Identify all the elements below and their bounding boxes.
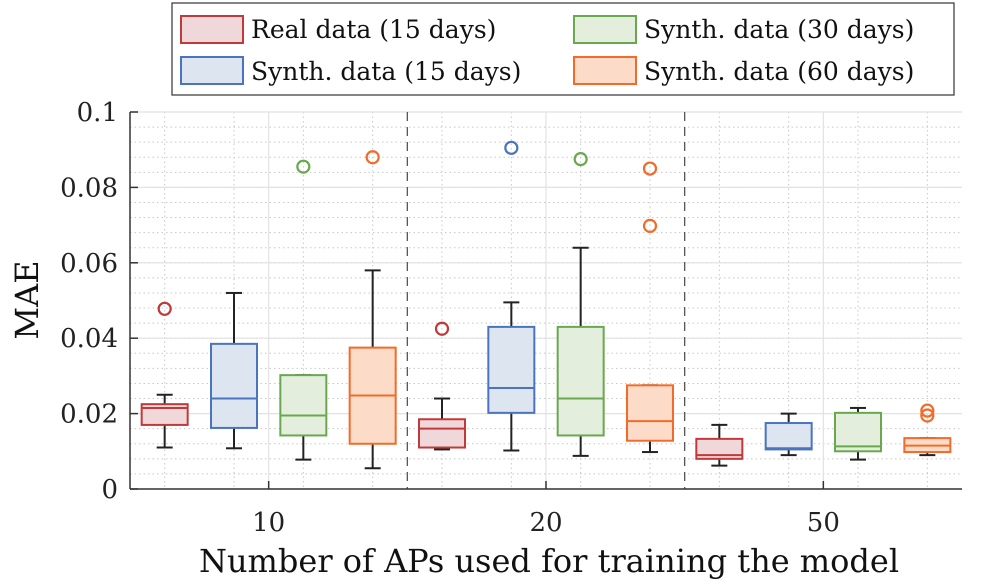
box-synth-data-60-days--50 — [903, 403, 952, 457]
iqr-box — [626, 384, 674, 442]
box-real-data-15-days--50 — [695, 423, 744, 467]
outlier-point — [642, 161, 658, 176]
box-real-data-15-days--10 — [140, 301, 189, 449]
y-tick-label: 0.02 — [60, 400, 118, 430]
outlier-point — [920, 408, 935, 423]
x-axis-label: Number of APs used for training the mode… — [199, 542, 899, 580]
iqr-box — [487, 325, 536, 414]
iqr-box — [140, 403, 189, 426]
outlier-point — [504, 140, 519, 155]
legend-label-real-15: Real data (15 days) — [251, 15, 496, 44]
legend: Real data (15 days) Synth. data (15 days… — [171, 2, 955, 96]
outlier-point — [920, 403, 935, 418]
legend-label-synth-60: Synth. data (60 days) — [644, 57, 914, 86]
y-tick-label: 0.08 — [60, 173, 118, 203]
outlier-point — [434, 321, 450, 336]
iqr-box — [556, 325, 605, 437]
box-synth-data-15-days--10 — [210, 291, 258, 450]
y-axis-label: MAE — [8, 260, 46, 339]
x-tick-label: 50 — [807, 508, 840, 538]
group-separators — [406, 112, 686, 489]
y-tick-label: 0.1 — [77, 98, 118, 128]
iqr-box — [695, 437, 744, 460]
box-synth-data-30-days--20 — [556, 152, 605, 457]
axes: 0 0.02 0.04 0.06 0.08 0.1 10 20 50 — [60, 98, 962, 538]
iqr-box — [279, 374, 328, 437]
legend-swatch-synth-60 — [573, 56, 637, 85]
outlier-point — [296, 159, 311, 174]
outlier-point — [365, 150, 380, 165]
x-tick-label: 20 — [529, 508, 562, 538]
iqr-box — [834, 411, 882, 453]
box-synth-data-15-days--20 — [487, 140, 536, 452]
iqr-box — [418, 418, 466, 449]
outlier-point — [573, 152, 588, 167]
iqr-box — [764, 422, 813, 451]
outlier-point — [642, 218, 658, 233]
legend-swatch-real-15 — [180, 15, 244, 44]
box-real-data-15-days--20 — [418, 321, 466, 451]
legend-swatch-synth-30 — [573, 15, 637, 44]
grid — [130, 111, 962, 490]
y-tick-label: 0.06 — [60, 249, 118, 279]
y-tick-label: 0 — [101, 475, 118, 505]
box-synth-data-30-days--10 — [279, 159, 328, 461]
boxes — [140, 140, 952, 470]
box-synth-data-30-days--50 — [834, 406, 882, 461]
iqr-box — [210, 342, 258, 429]
x-tick-label: 10 — [252, 508, 285, 538]
box-synth-data-15-days--50 — [764, 412, 813, 457]
box-synth-data-60-days--20 — [626, 161, 674, 454]
legend-frame — [171, 2, 955, 96]
legend-label-synth-30: Synth. data (30 days) — [644, 15, 914, 44]
box-synth-data-60-days--10 — [348, 150, 397, 470]
y-tick-label: 0.04 — [60, 324, 118, 354]
legend-label-synth-15: Synth. data (15 days) — [251, 57, 521, 86]
outlier-point — [157, 301, 172, 316]
legend-swatch-synth-15 — [180, 56, 244, 85]
